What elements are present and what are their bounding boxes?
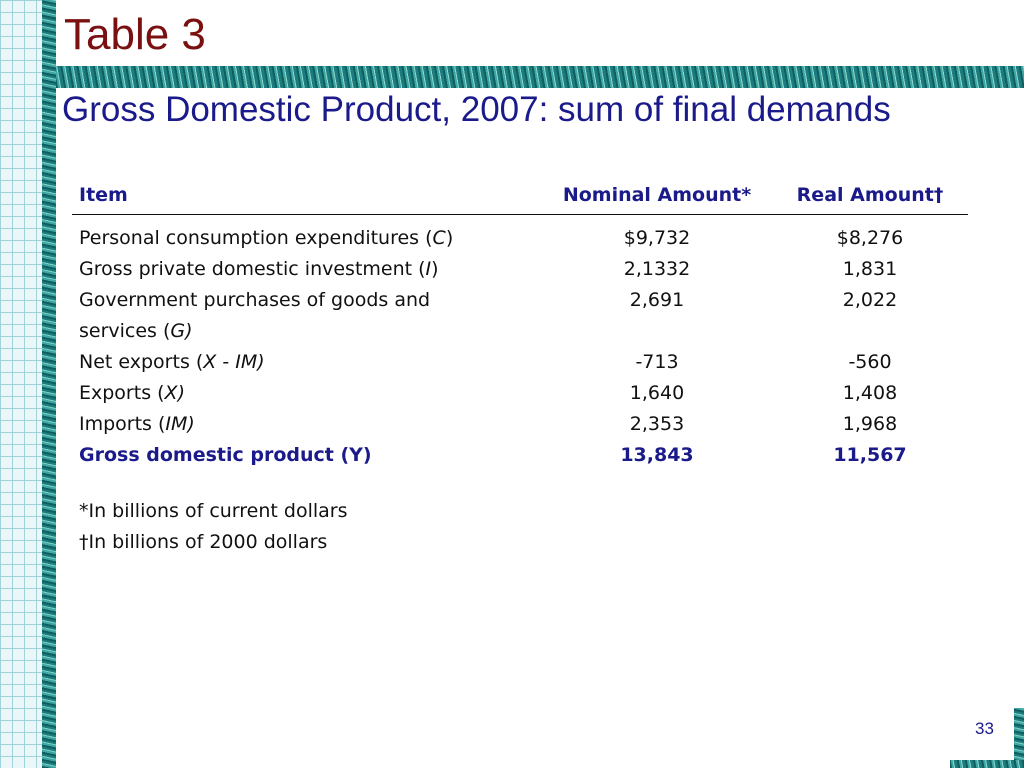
table-footnotes: *In billions of current dollars †In bill… <box>79 496 348 558</box>
table-row: Imports (IM) 2,353 1,968 <box>72 409 968 440</box>
header-real-amount: Real Amount† <box>772 180 968 215</box>
row-real-value: $8,276 <box>836 227 904 249</box>
table-row: Exports (X) 1,640 1,408 <box>72 378 968 409</box>
table-row: Net exports (X - IM) -713 -560 <box>72 347 968 378</box>
row-nominal-value: 1,640 <box>629 382 685 404</box>
row-real-value: 2,022 <box>842 289 898 311</box>
decorative-corner-strip <box>1014 708 1024 768</box>
row-nominal-value: 2,691 <box>629 289 685 311</box>
table-row: Gross private domestic investment (I) 2,… <box>72 254 968 285</box>
table-row-total: Gross domestic product (Y) 13,843 11,567 <box>72 440 968 471</box>
row-item-label: Exports (X) <box>79 382 185 404</box>
row-nominal-value: 2,1332 <box>623 258 691 280</box>
decorative-corner-band <box>950 760 1024 768</box>
row-item-label: Personal consumption expenditures (C) <box>79 227 454 249</box>
total-nominal-value: 13,843 <box>620 444 694 466</box>
table-header-row: Item Nominal Amount* Real Amount† <box>72 180 968 215</box>
slide-title: Table 3 <box>64 10 206 59</box>
decorative-grid-strip <box>0 0 42 768</box>
total-item-label: Gross domestic product (Y) <box>79 444 372 466</box>
header-nominal-amount: Nominal Amount* <box>542 180 772 215</box>
header-item: Item <box>72 180 542 215</box>
row-item-label: Government purchases of goods and <box>79 289 431 311</box>
row-nominal-value <box>542 316 772 347</box>
row-real-value <box>772 316 968 347</box>
table-row: Personal consumption expenditures (C) $9… <box>72 215 968 255</box>
decorative-texture-strip <box>42 0 56 768</box>
row-nominal-value: 2,353 <box>629 413 685 435</box>
row-real-value: -560 <box>848 351 892 373</box>
row-nominal-value: $9,732 <box>623 227 691 249</box>
page-number-box <box>950 708 1014 760</box>
table-row-continuation: services (G) <box>72 316 968 347</box>
decorative-texture-band <box>56 66 1024 88</box>
footnote-nominal: *In billions of current dollars <box>79 500 348 522</box>
row-real-value: 1,408 <box>842 382 898 404</box>
row-item-label: Gross private domestic investment (I) <box>79 258 439 280</box>
row-item-label: Imports (IM) <box>79 413 195 435</box>
page-number: 33 <box>975 719 994 738</box>
row-real-value: 1,968 <box>842 413 898 435</box>
table-row: Government purchases of goods and 2,691 … <box>72 285 968 316</box>
row-real-value: 1,831 <box>842 258 898 280</box>
row-nominal-value: -713 <box>635 351 679 373</box>
slide-subtitle: Gross Domestic Product, 2007: sum of fin… <box>62 90 891 129</box>
row-item-label: services (G) <box>79 320 193 342</box>
footnote-real: †In billions of 2000 dollars <box>79 531 328 553</box>
total-real-value: 11,567 <box>833 444 907 466</box>
row-item-label: Net exports (X - IM) <box>79 351 265 373</box>
gdp-table: Item Nominal Amount* Real Amount† Person… <box>72 180 968 471</box>
